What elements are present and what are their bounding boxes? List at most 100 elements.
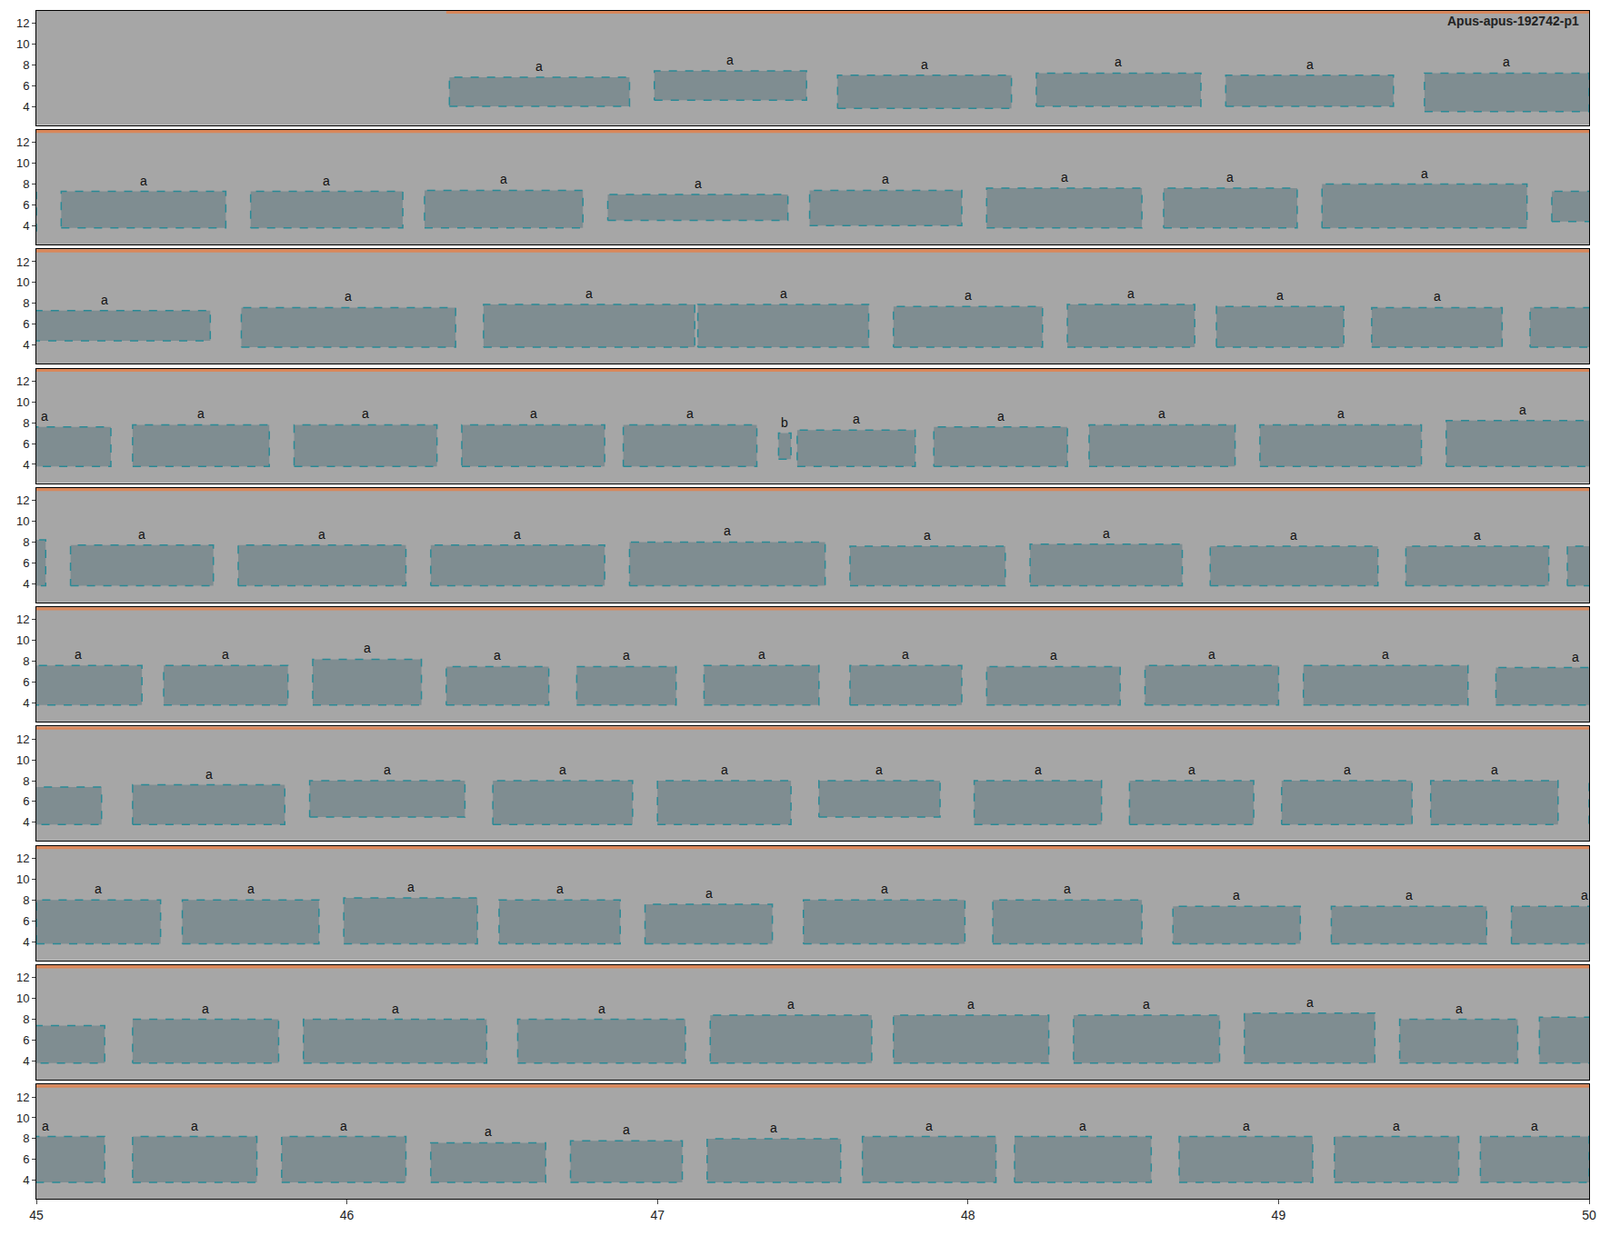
svg-text:a: a bbox=[1306, 995, 1314, 1010]
svg-text:a: a bbox=[622, 1122, 630, 1138]
svg-text:4: 4 bbox=[22, 577, 30, 591]
svg-text:8: 8 bbox=[22, 535, 30, 550]
svg-text:4: 4 bbox=[22, 338, 30, 352]
svg-text:a: a bbox=[322, 173, 330, 189]
svg-text:4: 4 bbox=[22, 1054, 30, 1069]
svg-text:6: 6 bbox=[22, 675, 30, 690]
svg-text:6: 6 bbox=[22, 79, 30, 93]
svg-text:a: a bbox=[1063, 881, 1071, 897]
svg-text:a: a bbox=[880, 881, 889, 897]
svg-text:12: 12 bbox=[16, 732, 30, 747]
svg-text:a: a bbox=[391, 1001, 400, 1017]
svg-text:10: 10 bbox=[16, 395, 30, 410]
svg-text:12: 12 bbox=[16, 851, 30, 866]
svg-text:a: a bbox=[530, 406, 538, 421]
svg-text:a: a bbox=[535, 59, 543, 74]
svg-text:a: a bbox=[201, 1001, 210, 1017]
svg-text:4: 4 bbox=[22, 696, 30, 710]
svg-text:Apus-apus-192742-p1: Apus-apus-192742-p1 bbox=[1447, 13, 1580, 29]
svg-text:a: a bbox=[500, 171, 508, 187]
svg-text:49: 49 bbox=[1271, 1208, 1287, 1223]
svg-text:12: 12 bbox=[16, 493, 30, 508]
svg-text:8: 8 bbox=[22, 296, 30, 310]
svg-text:8: 8 bbox=[22, 416, 30, 430]
svg-text:12: 12 bbox=[16, 970, 30, 985]
svg-text:a: a bbox=[1455, 1001, 1463, 1017]
svg-text:47: 47 bbox=[650, 1208, 665, 1223]
svg-text:8: 8 bbox=[22, 654, 30, 669]
svg-text:12: 12 bbox=[16, 612, 30, 627]
svg-text:a: a bbox=[920, 57, 929, 72]
svg-text:a: a bbox=[622, 648, 630, 663]
svg-text:6: 6 bbox=[22, 1033, 30, 1048]
svg-text:a: a bbox=[1232, 888, 1240, 903]
svg-text:a: a bbox=[1290, 528, 1298, 543]
svg-text:a: a bbox=[1142, 997, 1150, 1012]
svg-text:6: 6 bbox=[22, 556, 30, 570]
svg-text:10: 10 bbox=[16, 1111, 30, 1126]
svg-text:6: 6 bbox=[22, 914, 30, 929]
svg-text:a: a bbox=[925, 1119, 933, 1134]
svg-text:a: a bbox=[513, 527, 521, 542]
svg-text:a: a bbox=[363, 640, 371, 656]
svg-text:10: 10 bbox=[16, 872, 30, 887]
svg-text:48: 48 bbox=[960, 1208, 976, 1223]
svg-text:8: 8 bbox=[22, 177, 30, 191]
svg-text:a: a bbox=[881, 171, 890, 187]
svg-text:a: a bbox=[221, 647, 230, 662]
svg-text:a: a bbox=[967, 997, 975, 1012]
svg-text:a: a bbox=[94, 881, 102, 897]
svg-text:a: a bbox=[1188, 762, 1196, 778]
svg-text:12: 12 bbox=[16, 135, 30, 150]
svg-text:a: a bbox=[205, 767, 213, 782]
svg-text:a: a bbox=[1433, 289, 1441, 304]
svg-text:4: 4 bbox=[22, 815, 30, 830]
svg-text:a: a bbox=[1502, 54, 1510, 70]
svg-text:10: 10 bbox=[16, 991, 30, 1006]
svg-text:a: a bbox=[318, 527, 326, 542]
svg-text:12: 12 bbox=[16, 374, 30, 389]
svg-text:12: 12 bbox=[16, 1090, 30, 1105]
svg-text:a: a bbox=[138, 527, 146, 542]
svg-text:a: a bbox=[344, 289, 352, 304]
svg-text:4: 4 bbox=[22, 100, 30, 114]
svg-text:a: a bbox=[1034, 762, 1042, 778]
svg-text:a: a bbox=[598, 1001, 606, 1017]
svg-text:12: 12 bbox=[16, 255, 30, 270]
svg-text:a: a bbox=[686, 406, 694, 421]
svg-text:a: a bbox=[1405, 888, 1413, 903]
svg-text:a: a bbox=[247, 881, 255, 897]
svg-text:a: a bbox=[720, 762, 729, 778]
svg-text:a: a bbox=[1208, 647, 1216, 662]
svg-text:6: 6 bbox=[22, 198, 30, 212]
svg-text:46: 46 bbox=[340, 1208, 355, 1223]
svg-text:4: 4 bbox=[22, 1173, 30, 1188]
svg-text:10: 10 bbox=[16, 633, 30, 648]
svg-text:a: a bbox=[1226, 170, 1234, 185]
svg-text:8: 8 bbox=[22, 1131, 30, 1146]
svg-text:a: a bbox=[1242, 1119, 1250, 1134]
svg-text:a: a bbox=[493, 648, 501, 663]
svg-text:50: 50 bbox=[1581, 1208, 1597, 1223]
svg-text:a: a bbox=[556, 881, 564, 897]
svg-text:a: a bbox=[901, 647, 910, 662]
svg-text:45: 45 bbox=[29, 1208, 44, 1223]
svg-text:8: 8 bbox=[22, 774, 30, 789]
svg-text:8: 8 bbox=[22, 893, 30, 908]
svg-text:6: 6 bbox=[22, 1152, 30, 1167]
svg-text:10: 10 bbox=[16, 514, 30, 529]
svg-text:6: 6 bbox=[22, 794, 30, 809]
svg-text:a: a bbox=[1392, 1119, 1400, 1134]
svg-text:a: a bbox=[197, 406, 205, 421]
svg-text:10: 10 bbox=[16, 37, 30, 51]
svg-text:a: a bbox=[1337, 406, 1345, 421]
svg-text:a: a bbox=[723, 523, 731, 539]
svg-text:8: 8 bbox=[22, 1012, 30, 1027]
svg-text:a: a bbox=[1519, 402, 1527, 418]
svg-text:a: a bbox=[1276, 288, 1284, 303]
svg-text:a: a bbox=[1127, 286, 1135, 301]
svg-text:a: a bbox=[100, 292, 109, 308]
svg-text:b: b bbox=[780, 415, 789, 430]
svg-text:a: a bbox=[340, 1119, 348, 1134]
svg-text:10: 10 bbox=[16, 275, 30, 290]
